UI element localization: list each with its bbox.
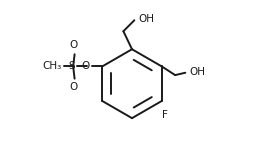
Text: O: O — [81, 61, 89, 71]
Text: F: F — [162, 109, 168, 120]
Text: S: S — [68, 61, 75, 71]
Text: O: O — [70, 82, 78, 92]
Text: OH: OH — [189, 67, 205, 77]
Text: OH: OH — [138, 14, 154, 24]
Text: O: O — [70, 40, 78, 51]
Text: CH₃: CH₃ — [42, 61, 62, 71]
